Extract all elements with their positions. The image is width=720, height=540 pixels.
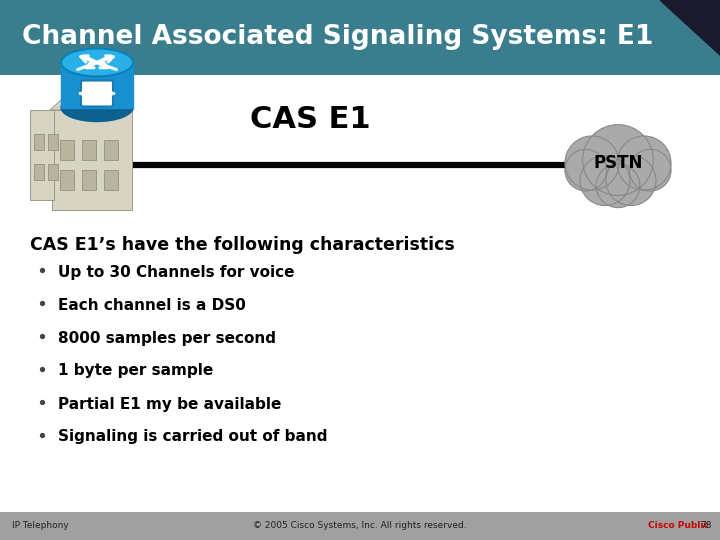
Circle shape [580,156,630,206]
Ellipse shape [61,49,133,77]
Text: © 2005 Cisco Systems, Inc. All rights reserved.: © 2005 Cisco Systems, Inc. All rights re… [253,522,467,530]
FancyBboxPatch shape [48,164,58,180]
Circle shape [565,150,606,191]
FancyBboxPatch shape [34,164,44,180]
Text: PSTN: PSTN [593,154,643,172]
Polygon shape [660,0,720,55]
Circle shape [617,136,671,190]
FancyBboxPatch shape [61,78,133,92]
Text: IP Telephony: IP Telephony [12,522,68,530]
FancyBboxPatch shape [104,170,118,190]
Text: 78: 78 [700,522,711,530]
Circle shape [596,164,640,208]
Ellipse shape [61,93,133,122]
FancyBboxPatch shape [82,140,96,160]
FancyBboxPatch shape [61,93,133,107]
FancyBboxPatch shape [82,170,96,190]
Circle shape [582,125,653,195]
FancyBboxPatch shape [48,134,58,150]
Text: Cisco Public: Cisco Public [648,522,709,530]
Text: Each channel is a DS0: Each channel is a DS0 [58,298,246,313]
Polygon shape [61,63,133,107]
FancyBboxPatch shape [60,170,74,190]
FancyBboxPatch shape [81,80,113,106]
FancyBboxPatch shape [60,140,74,160]
FancyBboxPatch shape [34,134,44,150]
FancyBboxPatch shape [104,140,118,160]
FancyBboxPatch shape [61,64,133,78]
FancyBboxPatch shape [0,75,720,510]
FancyBboxPatch shape [0,0,720,75]
Circle shape [565,136,619,190]
Circle shape [629,150,671,191]
Text: Signaling is carried out of band: Signaling is carried out of band [58,429,328,444]
Polygon shape [50,72,134,110]
Text: Up to 30 Channels for voice: Up to 30 Channels for voice [58,265,294,280]
Text: 8000 samples per second: 8000 samples per second [58,330,276,346]
Text: CAS E1: CAS E1 [250,105,370,134]
Text: CAS E1’s have the following characteristics: CAS E1’s have the following characterist… [30,236,455,254]
Circle shape [606,156,656,206]
FancyBboxPatch shape [52,110,132,210]
Text: 1 byte per sample: 1 byte per sample [58,363,213,379]
FancyBboxPatch shape [30,110,54,200]
FancyBboxPatch shape [0,512,720,540]
Text: Channel Associated Signaling Systems: E1: Channel Associated Signaling Systems: E1 [22,24,653,51]
Text: Partial E1 my be available: Partial E1 my be available [58,396,282,411]
